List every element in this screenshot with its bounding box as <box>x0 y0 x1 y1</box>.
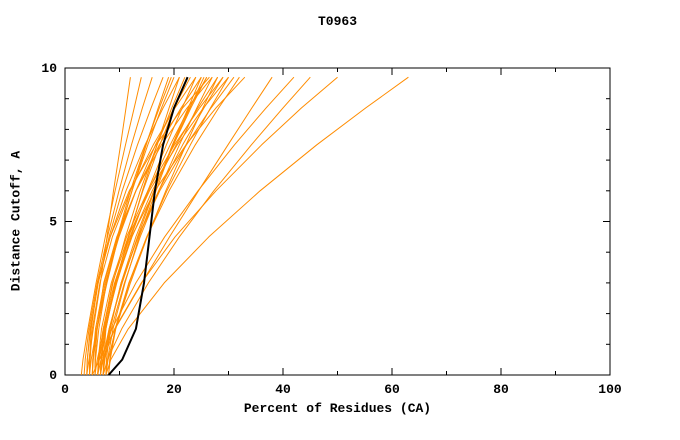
model-curve <box>99 76 338 376</box>
x-tick-label: 0 <box>61 382 69 397</box>
model-curve <box>89 76 210 375</box>
x-tick-label: 60 <box>384 382 400 397</box>
model-curve <box>105 76 235 376</box>
chart-title: T0963 <box>317 14 357 29</box>
model-curve <box>97 76 224 376</box>
highlighted-model-curve <box>107 76 189 376</box>
x-axis-label: Percent of Residues (CA) <box>243 401 432 416</box>
x-tick-label: 40 <box>275 382 291 397</box>
model-curve <box>97 76 208 376</box>
y-tick-label: 10 <box>41 61 57 76</box>
y-tick-label: 5 <box>49 215 57 230</box>
x-tick-label: 20 <box>166 382 182 397</box>
x-tick-label: 80 <box>493 382 509 397</box>
model-curve <box>83 77 153 376</box>
model-curve <box>108 76 240 376</box>
x-tick-label: 100 <box>598 382 622 397</box>
model-curve <box>80 77 142 376</box>
model-curve <box>102 76 311 376</box>
model-curve <box>105 76 409 376</box>
model-curve <box>97 76 197 376</box>
model-curve <box>102 76 208 376</box>
model-curve <box>94 77 172 376</box>
model-curve <box>105 76 205 376</box>
model-curve <box>97 76 295 376</box>
y-tick-label: 0 <box>49 368 57 383</box>
model-curve <box>99 76 219 376</box>
